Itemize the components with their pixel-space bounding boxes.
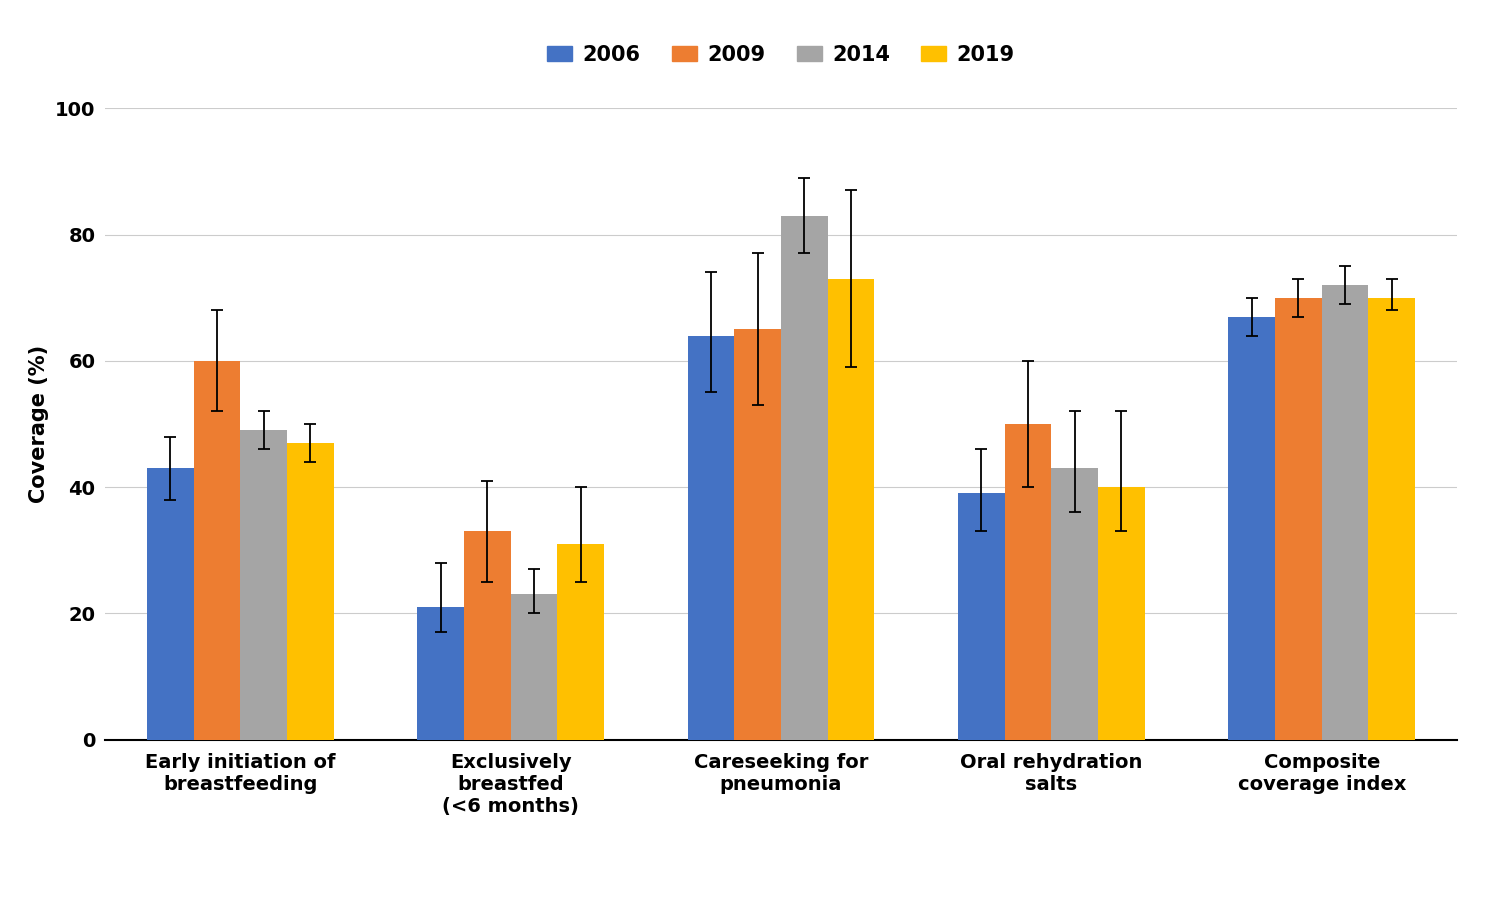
Bar (287, 443, 333, 740)
Bar (828, 279, 874, 740)
Y-axis label: Coverage (%): Coverage (%) (30, 345, 50, 503)
Bar (1005, 424, 1051, 740)
Bar (1098, 487, 1145, 740)
Bar (688, 336, 734, 740)
Bar (240, 430, 287, 740)
Bar (557, 544, 604, 740)
Bar (1051, 468, 1098, 740)
Bar (958, 493, 1005, 740)
Bar (1275, 298, 1322, 740)
Bar (781, 216, 828, 740)
Bar (511, 594, 557, 740)
Bar (194, 361, 240, 740)
Legend: 2006, 2009, 2014, 2019: 2006, 2009, 2014, 2019 (539, 37, 1023, 73)
Bar (1229, 317, 1275, 740)
Bar (418, 607, 464, 740)
Bar (464, 531, 511, 740)
Bar (147, 468, 194, 740)
Bar (1322, 285, 1368, 740)
Bar (734, 329, 781, 740)
Bar (1368, 298, 1415, 740)
